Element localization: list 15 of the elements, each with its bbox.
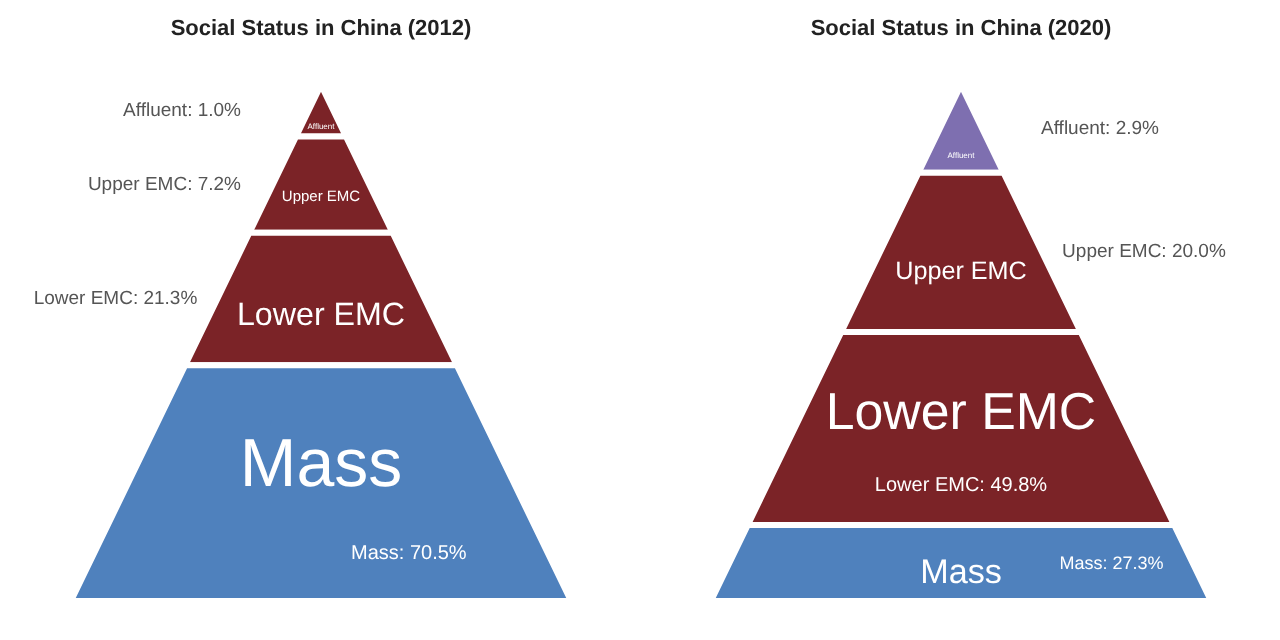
data-label: Upper EMC: 20.0% [1062, 241, 1227, 264]
data-label: Lower EMC: 49.8% [874, 475, 1048, 498]
category-label: Lower EMC [236, 296, 406, 333]
category-label: Upper EMC [895, 257, 1027, 286]
category-label: Mass [920, 553, 1002, 592]
text: Social Status in China (2012) [170, 17, 473, 41]
data-label: Mass: 70.5% [351, 542, 467, 565]
data-label: Mass: 27.3% [1059, 552, 1164, 573]
data-label: Lower EMC: 21.3% [33, 288, 199, 311]
data-label: Affluent: 1.0% [123, 99, 243, 122]
data-label: Affluent: 2.9% [1041, 117, 1161, 140]
text: Social Status in China (2020) [810, 17, 1113, 41]
data-label: Upper EMC: 7.2% [87, 173, 243, 196]
category-label: Mass [239, 426, 403, 503]
category-label: Lower EMC [825, 385, 1097, 441]
